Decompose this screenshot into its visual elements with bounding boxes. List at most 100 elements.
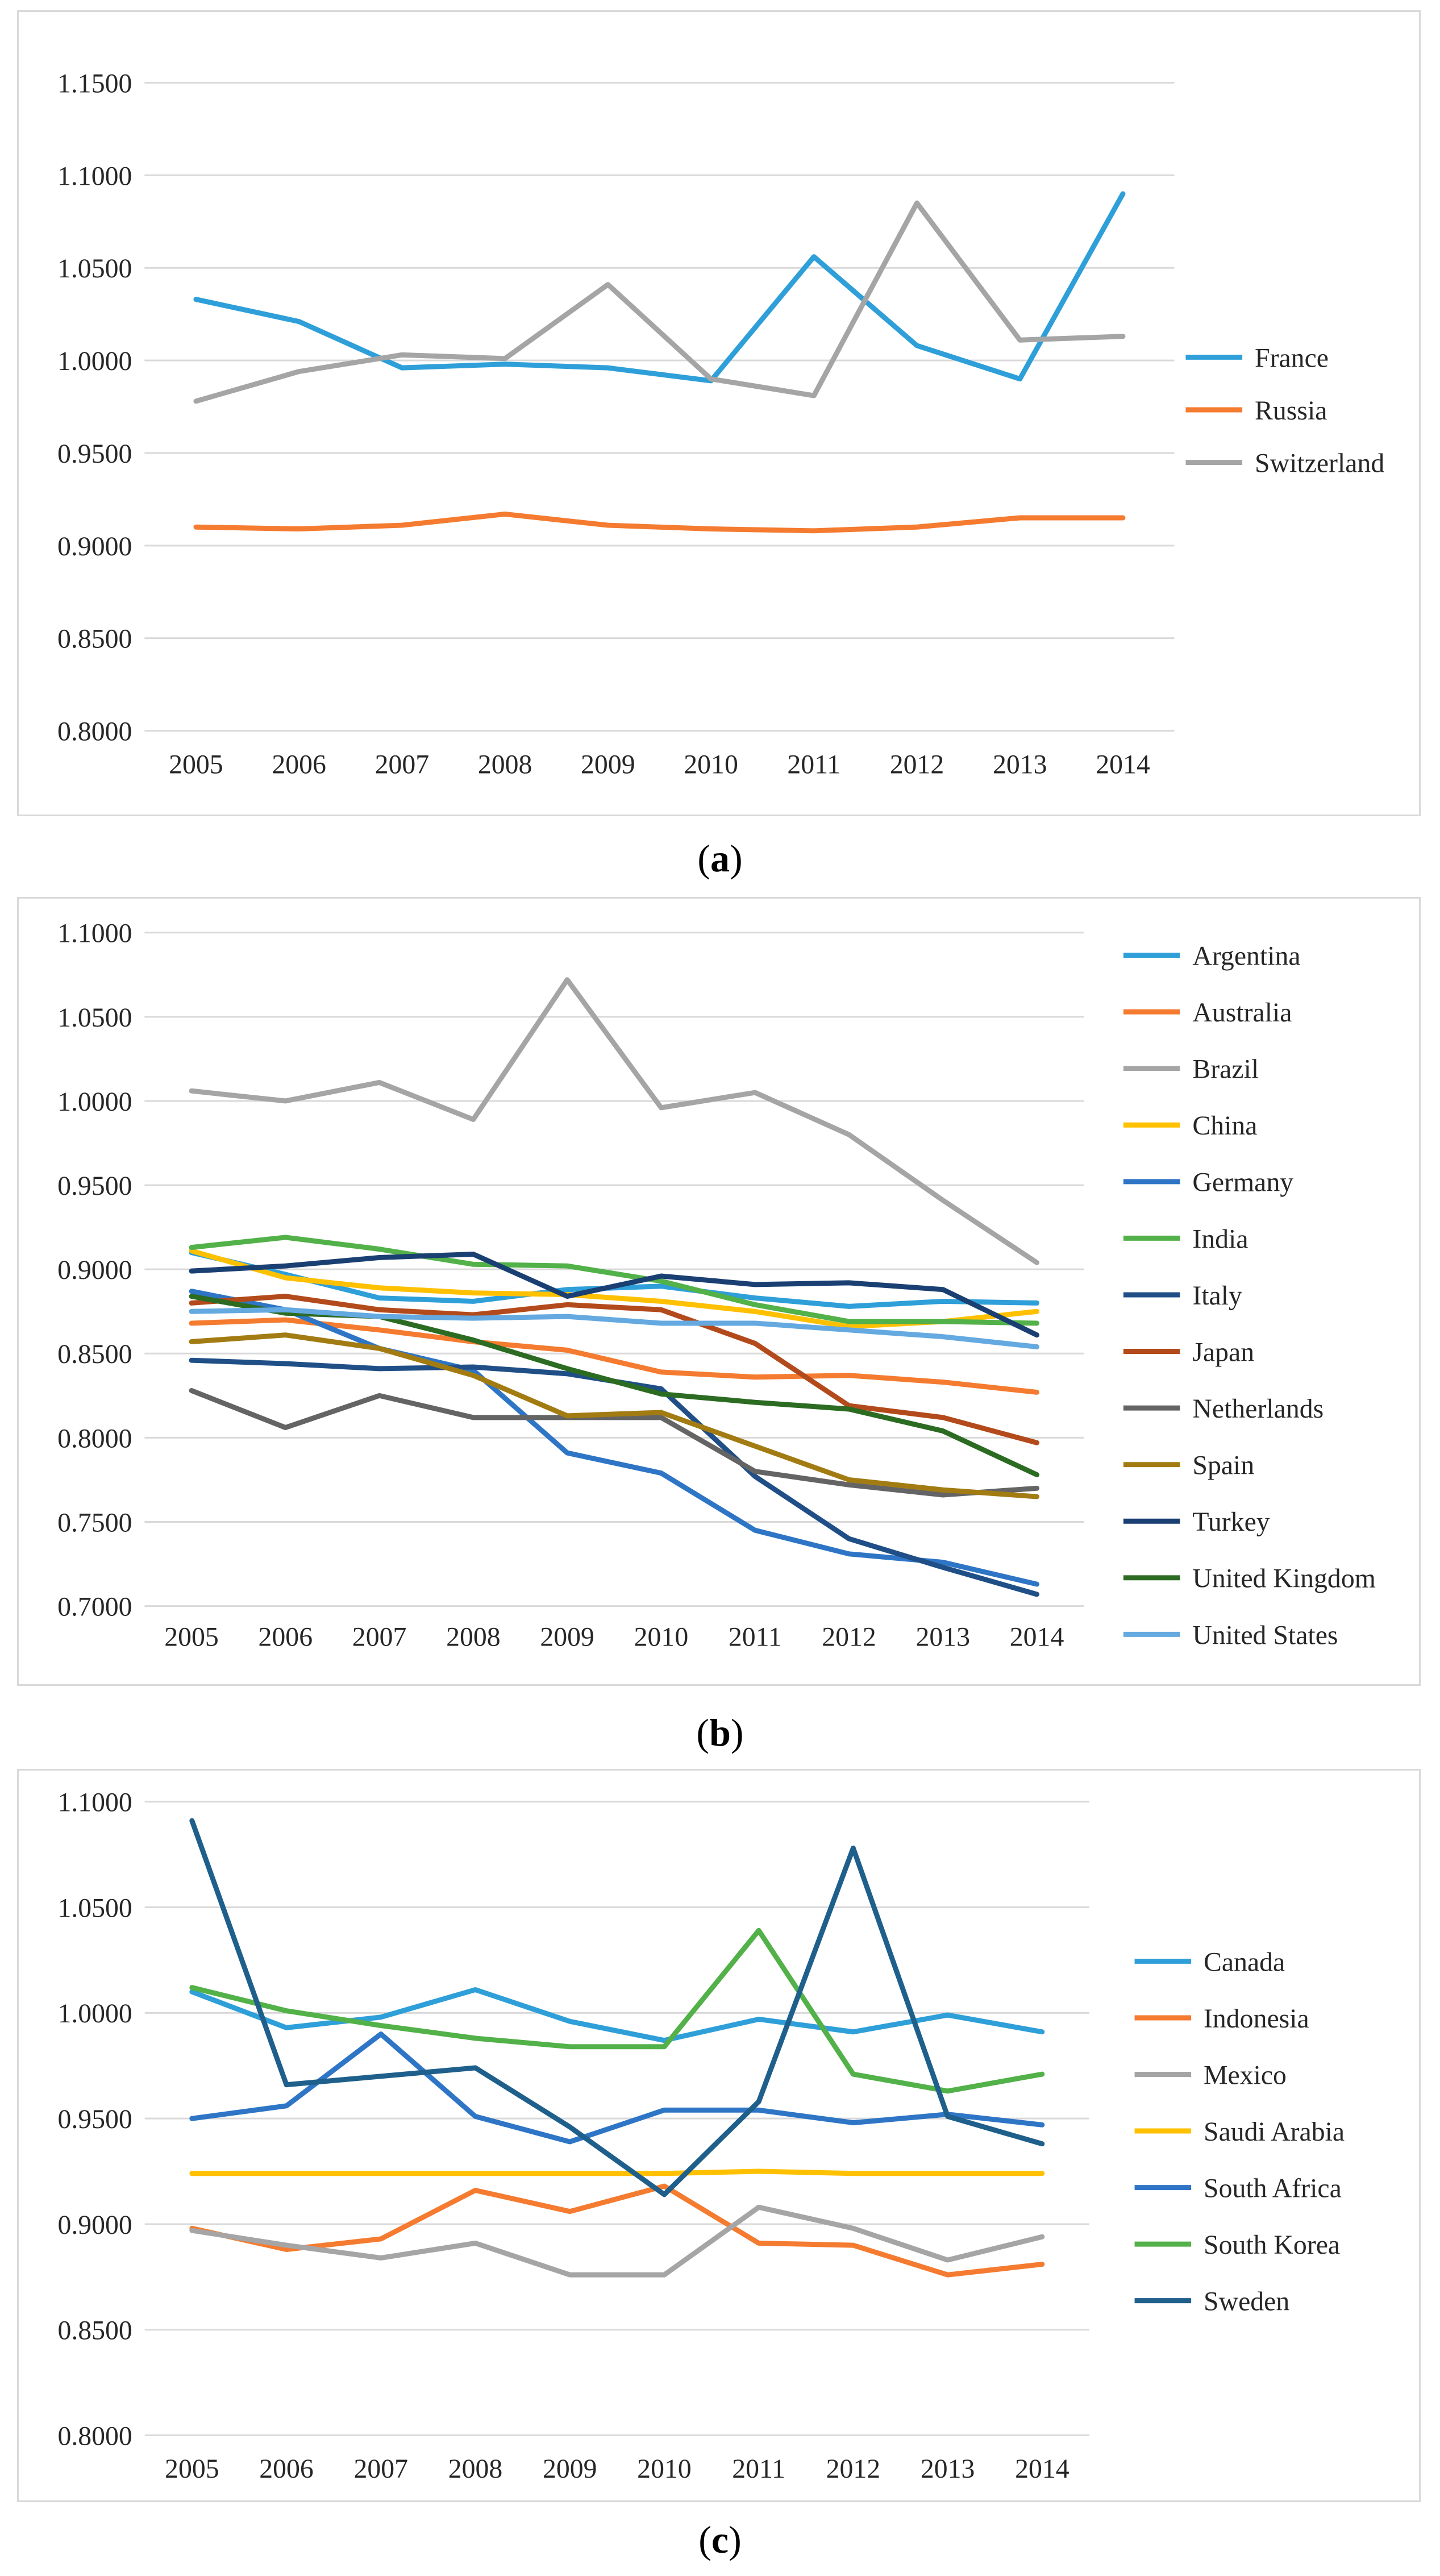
legend-label: United Kingdom [1192,1564,1376,1594]
y-tick-label: 1.0500 [57,254,132,284]
series-line-saudi-arabia [189,2168,1045,2176]
x-tick-label: 2007 [352,1622,407,1652]
series-line-mexico [189,2204,1045,2278]
x-tick-label: 2006 [259,2454,314,2484]
x-tick-label: 2012 [822,1622,876,1652]
series-line-south-africa [189,2031,1045,2145]
series-line-india [189,1235,1040,1326]
legend-label: Argentina [1192,941,1300,971]
legend-label: India [1192,1224,1248,1254]
x-tick-label: 2007 [354,2454,409,2484]
x-tick-label: 2013 [993,749,1047,779]
x-tick-label: 2012 [890,749,944,779]
x-tick-label: 2011 [787,749,840,779]
legend-label: Brazil [1192,1054,1259,1085]
legend-label: Australia [1192,998,1292,1028]
y-tick-label: 1.0000 [57,1999,132,2029]
x-tick-label: 2005 [165,2454,219,2484]
x-tick-label: 2013 [916,1622,971,1652]
series-line-sweden [189,1818,1045,2197]
series-line-switzerland [193,200,1126,404]
x-tick-label: 2014 [1010,1622,1064,1652]
chart-panel-b: 0.7000 0.7500 0.8000 0.8500 0.9000 0.9500 1.00… [17,897,1421,1686]
line-chart-b: 0.7000 0.7500 0.8000 0.8500 0.9000 0.9500 1.00… [57,919,1376,1652]
series-line-brazil [189,977,1040,1265]
x-tick-label: 2006 [259,1622,313,1652]
x-tick-label: 2005 [169,749,223,779]
x-tick-label: 2014 [1096,749,1150,779]
legend-label: United States [1192,1620,1338,1650]
y-tick-label: 1.1000 [57,161,132,191]
y-tick-label: 0.9500 [57,439,132,469]
legend-label: Germany [1192,1167,1293,1198]
x-tick-label: 2009 [540,1622,594,1652]
series-line-united-states [189,1307,1040,1349]
y-tick-label: 1.1500 [57,68,132,98]
y-tick-label: 0.8000 [57,717,132,747]
y-tick-label: 0.9000 [57,1255,132,1285]
legend-label: Switzerland [1255,448,1384,479]
legend-label: South Africa [1204,2173,1342,2203]
series-line-spain [189,1332,1040,1499]
x-tick-label: 2005 [164,1622,219,1652]
legend-label: Sweden [1204,2287,1289,2317]
legend-label: Russia [1255,396,1327,426]
line-chart-c: 0.8000 0.8500 0.9000 0.9500 1.0000 1.0500 1.10… [57,1788,1345,2484]
series-line-japan [189,1294,1040,1445]
series-line-germany [189,1289,1040,1587]
x-tick-label: 2008 [478,749,532,779]
legend-label: Turkey [1192,1507,1270,1537]
y-tick-label: 1.0500 [57,1893,132,1923]
series-line-france [193,191,1126,384]
chart-panel-c: 0.8000 0.8500 0.9000 0.9500 1.0000 1.0500 1.10… [17,1769,1421,2502]
legend-label: Japan [1192,1337,1254,1367]
caption-c: (c) [698,2518,742,2561]
series-line-canada [189,1987,1045,2043]
y-tick-label: 0.8000 [57,2421,132,2451]
y-tick-label: 0.7000 [57,1592,132,1622]
legend-label: South Korea [1204,2230,1340,2260]
legend-label: Italy [1192,1281,1242,1311]
series-line-turkey [189,1252,1040,1338]
x-tick-label: 2009 [581,749,635,779]
y-tick-label: 0.9000 [57,2210,132,2240]
legend-label: Spain [1192,1451,1254,1481]
x-tick-label: 2010 [637,2454,692,2484]
x-tick-label: 2008 [448,2454,503,2484]
y-tick-label: 1.0500 [57,1003,132,1033]
x-tick-label: 2006 [272,749,326,779]
y-tick-label: 1.0000 [57,346,132,376]
x-tick-label: 2012 [826,2454,881,2484]
x-tick-label: 2007 [375,749,430,779]
series-line-china [189,1248,1040,1329]
line-chart-a: 0.8000 0.8500 0.9000 0.9500 1.0000 1.0500 1.10… [57,68,1384,779]
legend-label: Netherlands [1192,1394,1324,1424]
caption-a: (a) [697,837,743,880]
y-tick-label: 0.9500 [57,2104,132,2134]
x-tick-label: 2010 [684,749,738,779]
y-tick-label: 0.9000 [57,531,132,562]
y-tick-label: 1.0000 [57,1087,132,1117]
y-tick-label: 0.8500 [57,2316,132,2346]
series-line-indonesia [189,2183,1045,2278]
y-tick-label: 1.1000 [57,1788,132,1818]
series-line-russia [193,511,1126,534]
y-tick-label: 0.9500 [57,1171,132,1201]
chart-panel-a: 0.8000 0.8500 0.9000 0.9500 1.0000 1.0500 1.10… [17,10,1421,816]
series-line-italy [189,1357,1040,1597]
y-tick-label: 1.1000 [57,919,132,949]
legend-label: China [1192,1111,1257,1141]
x-tick-label: 2013 [921,2454,975,2484]
x-tick-label: 2011 [729,1622,782,1652]
legend-label: Mexico [1204,2060,1287,2090]
legend-label: Indonesia [1204,2004,1309,2034]
y-tick-label: 0.8500 [57,1339,132,1369]
legend-label: Saudi Arabia [1204,2117,1345,2147]
legend-label: Canada [1204,1947,1285,1977]
x-tick-label: 2010 [634,1622,689,1652]
x-tick-label: 2014 [1015,2454,1069,2484]
caption-b: (b) [696,1711,744,1754]
x-tick-label: 2008 [446,1622,501,1652]
x-tick-label: 2011 [732,2454,785,2484]
y-tick-label: 0.8000 [57,1423,132,1453]
